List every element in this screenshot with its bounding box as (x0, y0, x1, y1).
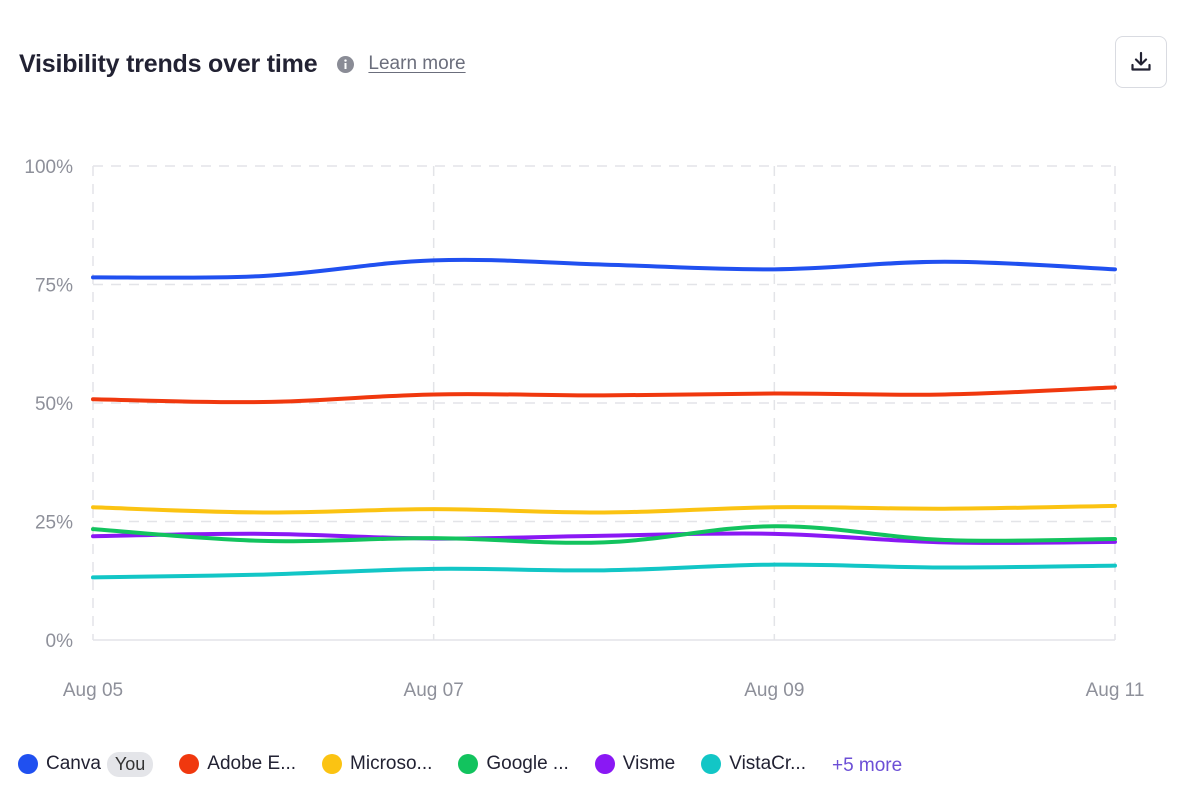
x-tick-label: Aug 11 (1086, 680, 1145, 701)
line-chart: 100% 75% 50% 25% 0% Aug 05 Aug 07 Aug 09 Aug 11 (24, 157, 1144, 701)
legend-color-dot (594, 754, 615, 774)
axis-ticks: 100% 75% 50% 25% 0% Aug 05 Aug 07 Aug 09 Aug 11 (24, 157, 1144, 701)
series-line-microso[interactable] (91, 503, 1117, 515)
y-tick-label: 75% (35, 276, 73, 297)
y-tick-label: 100% (24, 157, 73, 178)
legend-color-dot (458, 754, 479, 774)
y-tick-label: 0% (46, 631, 74, 652)
legend-label: Microso... (350, 753, 433, 774)
legend-color-dot (322, 754, 343, 774)
download-button[interactable] (1115, 36, 1167, 88)
legend-item[interactable]: VistaCr... (701, 753, 806, 775)
y-tick-label: 25% (35, 513, 73, 534)
legend-more-link[interactable]: +5 more (831, 755, 903, 776)
y-tick-label: 50% (35, 394, 73, 415)
legend-item[interactable]: Microso... (322, 753, 432, 775)
legend-item[interactable]: Canva You (18, 751, 154, 777)
learn-more-link[interactable]: Learn more (368, 53, 466, 74)
chart-header: Visibility trends over time Learn more (19, 38, 466, 90)
download-icon (1131, 51, 1151, 71)
grid (92, 165, 1116, 641)
legend: Canva You Adobe E... Microso... Google ... Vi… (18, 748, 902, 780)
x-tick-label: Aug 05 (63, 680, 123, 701)
legend-color-dot (179, 754, 200, 774)
legend-color-dot (18, 754, 38, 774)
x-tick-label: Aug 09 (744, 680, 804, 701)
series-line-canva[interactable] (91, 257, 1117, 280)
legend-label: Canva (46, 753, 101, 774)
legend-item[interactable]: Google ... (458, 753, 569, 775)
x-tick-label: Aug 07 (404, 680, 464, 701)
series-line-visme[interactable] (91, 531, 1117, 545)
series-line-adobe-e[interactable] (91, 385, 1117, 405)
you-badge: You (106, 751, 154, 777)
series-line-vistacr[interactable] (91, 562, 1117, 580)
legend-label: VistaCr... (729, 753, 806, 774)
legend-item[interactable]: Adobe E... (179, 753, 296, 775)
series-line-google[interactable] (91, 524, 1117, 545)
chart-title: Visibility trends over time (19, 49, 318, 78)
legend-label: Visme (622, 753, 676, 774)
legend-label: Adobe E... (207, 753, 297, 774)
legend-label: Google ... (486, 753, 569, 774)
series-lines (91, 257, 1117, 580)
legend-color-dot (701, 754, 722, 774)
info-icon[interactable] (337, 55, 355, 73)
legend-item[interactable]: Visme (594, 753, 676, 775)
